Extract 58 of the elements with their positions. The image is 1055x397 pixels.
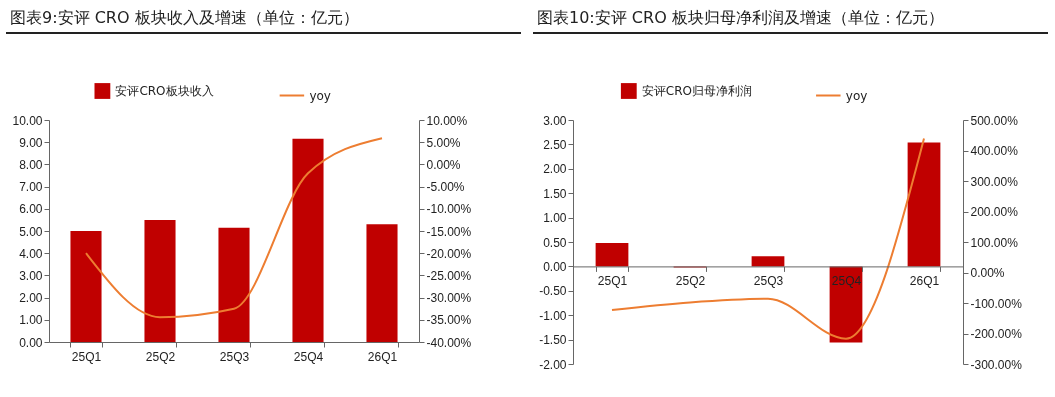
y-tick-label: 1.50 [543,186,567,201]
legend-label: 安评CRO板块收入 [115,84,214,98]
y2-tick-label: -300.00% [970,357,1023,372]
y2-tick-label: 5.00% [426,135,461,150]
y-tick-label: -1.00 [539,308,567,323]
y2-tick-label: 300.00% [970,174,1019,189]
x-tick-label: 25Q4 [293,349,324,364]
x-tick-label: 26Q1 [909,273,940,288]
x-tick-label: 25Q2 [145,349,176,364]
y-tick-label: 4.00 [19,246,43,261]
legend-label: 安评CRO归母净利润 [641,84,752,98]
x-tick-label: 25Q4 [831,273,862,288]
y-tick-label: 3.00 [19,268,43,283]
y2-tick-label: 400.00% [970,144,1019,158]
chart-title: 图表9:安评 CRO 板块收入及增速（单位：亿元） [6,4,521,34]
y-tick-label: 3.00 [543,113,567,128]
y2-tick-label: -20.00% [426,246,472,261]
y2-tick-label: 0.00% [426,157,461,172]
y-tick-label: 1.00 [19,313,43,328]
legend-label: yoy [309,88,331,103]
y-tick-label: 9.00 [19,135,43,150]
y-tick-label: 0.00 [543,259,567,274]
y2-tick-label: 200.00% [970,205,1019,219]
y2-tick-label: -10.00% [426,202,472,217]
y2-tick-label: 10.00% [426,113,468,128]
y-tick-label: -0.50 [539,284,567,299]
y-tick-label: 1.00 [543,211,567,226]
y-tick-label: 2.50 [543,137,567,152]
legend-label: yoy [845,88,868,103]
y2-tick-label: 100.00% [970,235,1019,250]
y2-tick-label: -100.00% [970,296,1023,311]
y-tick-label: 0.50 [543,235,567,250]
y2-tick-label: -40.00% [426,335,472,350]
x-tick-label: 26Q1 [367,349,398,364]
y2-tick-label: -35.00% [426,313,472,328]
y2-tick-label: -15.00% [426,224,472,239]
y-tick-label: -2.00 [539,357,567,372]
y2-tick-label: 0.00% [970,266,1005,280]
y2-tick-label: 500.00% [970,113,1019,128]
y-tick-label: 7.00 [19,180,43,195]
y-tick-label: 2.00 [19,291,43,306]
x-tick-label: 25Q3 [753,273,784,288]
y2-tick-label: -200.00% [970,327,1023,341]
y-tick-label: 5.00 [19,224,43,239]
x-tick-label: 25Q3 [219,349,250,364]
chart-title: 图表10:安评 CRO 板块归母净利润及增速（单位：亿元） [533,4,1048,34]
y-tick-label: 8.00 [19,157,43,172]
x-tick-label: 25Q2 [675,273,706,288]
y-tick-label: -1.50 [539,333,567,348]
y-tick-label: 6.00 [19,202,43,217]
y2-tick-label: -5.00% [426,180,465,195]
x-tick-label: 25Q1 [597,273,628,288]
y-tick-label: 2.00 [543,162,567,177]
y-tick-label: 10.00 [12,113,43,128]
y-tick-label: 0.00 [19,335,43,350]
y2-tick-label: -25.00% [426,268,472,283]
x-tick-label: 25Q1 [71,349,102,364]
y2-tick-label: -30.00% [426,291,472,306]
